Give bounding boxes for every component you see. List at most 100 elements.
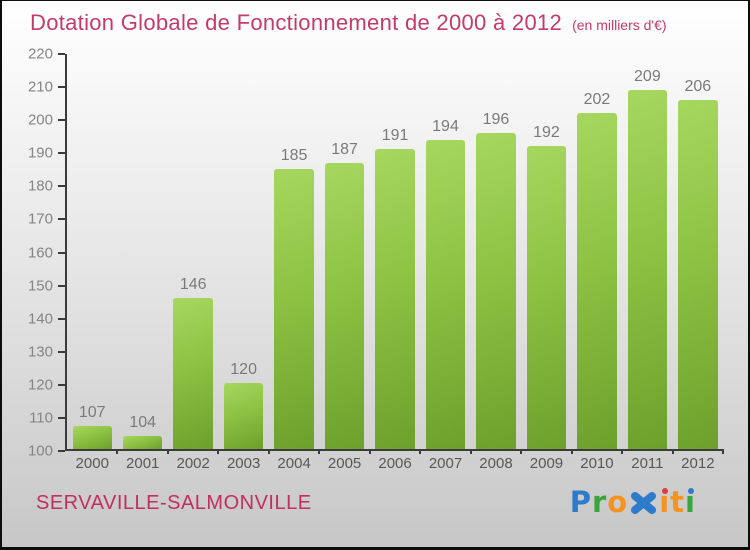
logo-letter: o: [607, 485, 629, 519]
x-tick-mark: [671, 449, 674, 454]
chart-title: Dotation Globale de Fonctionnement de 20…: [30, 10, 563, 35]
bar-group: 192 2009: [521, 54, 573, 472]
logo-i-dot: [661, 488, 668, 494]
bar: [678, 100, 718, 449]
x-tick-mark: [267, 449, 270, 454]
bar: [375, 149, 415, 449]
y-tick-mark: [58, 53, 65, 55]
bar-value-label: 196: [482, 111, 510, 128]
bar-group: 104 2001: [117, 54, 169, 472]
y-tick-mark: [58, 251, 65, 254]
bar-value-label: 185: [280, 147, 308, 165]
logo-letter: r: [591, 485, 608, 519]
x-tick-mark: [722, 449, 725, 454]
x-tick-mark: [318, 449, 321, 454]
x-tick-mark: [419, 449, 422, 454]
x-tick-mark: [368, 449, 371, 454]
plot-area: 107 2000 104 2001 146 2002 120 2003 185 2004 187 20…: [65, 54, 725, 472]
x-axis-label: 2003: [226, 455, 261, 472]
bar-value-label: 209: [634, 68, 661, 86]
y-tick-label: 160: [27, 244, 53, 261]
y-tick-label: 190: [27, 144, 53, 162]
x-axis-label: 2002: [176, 455, 210, 472]
bar: [173, 297, 213, 449]
y-tick-label: 210: [27, 78, 53, 96]
x-axis-label: 2007: [428, 455, 463, 472]
bar: [476, 133, 516, 449]
x-axis-label: 2004: [277, 455, 311, 472]
bar-value-label: 187: [331, 140, 358, 158]
x-tick-mark: [116, 449, 119, 454]
x-axis-label: 2012: [681, 455, 715, 472]
bar-value-label: 191: [381, 127, 409, 145]
y-tick-label: 200: [27, 111, 53, 129]
logo-letter: P: [569, 485, 592, 519]
y-tick-label: 100: [27, 442, 53, 460]
bar-group: 120 2003: [218, 54, 270, 472]
bar-group: 146 2002: [168, 54, 220, 472]
y-tick-label: 180: [27, 177, 53, 195]
y-tick-mark: [58, 383, 65, 386]
bar: [526, 146, 567, 449]
logo-x-icon: [630, 490, 657, 522]
bar: [627, 90, 668, 449]
x-tick-mark: [621, 449, 624, 454]
bar-value-label: 202: [583, 91, 611, 109]
y-tick-label: 110: [29, 409, 53, 427]
bar: [223, 383, 264, 449]
location-label: SERVAVILLE-SALMONVILLE: [36, 492, 312, 514]
y-tick-mark: [58, 86, 65, 89]
bar-value-label: 104: [129, 413, 157, 431]
x-tick-mark: [469, 449, 472, 454]
x-axis-label: 2006: [378, 455, 412, 472]
bar: [72, 425, 112, 449]
x-axis-label: 2001: [126, 455, 160, 472]
y-axis-gutter: 100 110 120 130 140 150 160 170 180 190 200 210 220: [2, 46, 65, 460]
bar: [425, 139, 466, 449]
bar-group: 209 2011: [622, 54, 674, 472]
y-tick-label: 140: [27, 310, 53, 328]
bar: [274, 169, 314, 449]
y-tick-label: 220: [27, 45, 53, 63]
bar-group: 196 2008: [471, 54, 523, 472]
bar-group: 185 2004: [269, 54, 321, 472]
bar-group: 191 2006: [370, 54, 422, 472]
x-tick-mark: [166, 449, 169, 454]
x-axis-label: 2000: [75, 455, 109, 472]
bar: [324, 162, 365, 449]
y-tick-mark: [58, 450, 65, 452]
bar: [577, 113, 617, 449]
logo-letter: ı: [659, 485, 671, 519]
y-tick-label: 120: [27, 376, 53, 394]
bar-group: 206 2012: [673, 54, 725, 472]
y-tick-mark: [58, 185, 65, 188]
logo-letter: t: [670, 485, 686, 519]
x-tick-mark: [217, 449, 220, 454]
bar-value-label: 206: [684, 78, 712, 96]
y-tick-mark: [58, 317, 65, 320]
bar-group: 194 2007: [420, 54, 472, 472]
bar-group: 202 2010: [572, 54, 624, 472]
x-axis-label: 2008: [479, 455, 513, 472]
y-tick-label: 170: [27, 210, 53, 228]
bar-value-label: 107: [78, 403, 106, 421]
logo-letter: ı: [685, 485, 696, 519]
x-axis-label: 2010: [580, 455, 614, 472]
bar-value-label: 192: [533, 124, 560, 142]
y-tick-label: 150: [27, 277, 53, 295]
bar: [123, 435, 163, 449]
y-tick-mark: [58, 416, 65, 419]
title-row: Dotation Globale de Fonctionnement de 20…: [30, 10, 667, 36]
y-tick-mark: [58, 152, 65, 155]
x-axis-label: 2009: [529, 455, 564, 472]
x-axis-label: 2005: [327, 455, 362, 472]
y-tick-mark: [58, 284, 65, 287]
x-axis-label: 2011: [631, 455, 664, 472]
x-tick-mark: [520, 449, 523, 454]
x-tick-mark: [570, 449, 573, 454]
bar-value-label: 194: [432, 117, 459, 135]
y-tick-label: 130: [27, 343, 53, 361]
y-tick-mark: [58, 119, 65, 122]
